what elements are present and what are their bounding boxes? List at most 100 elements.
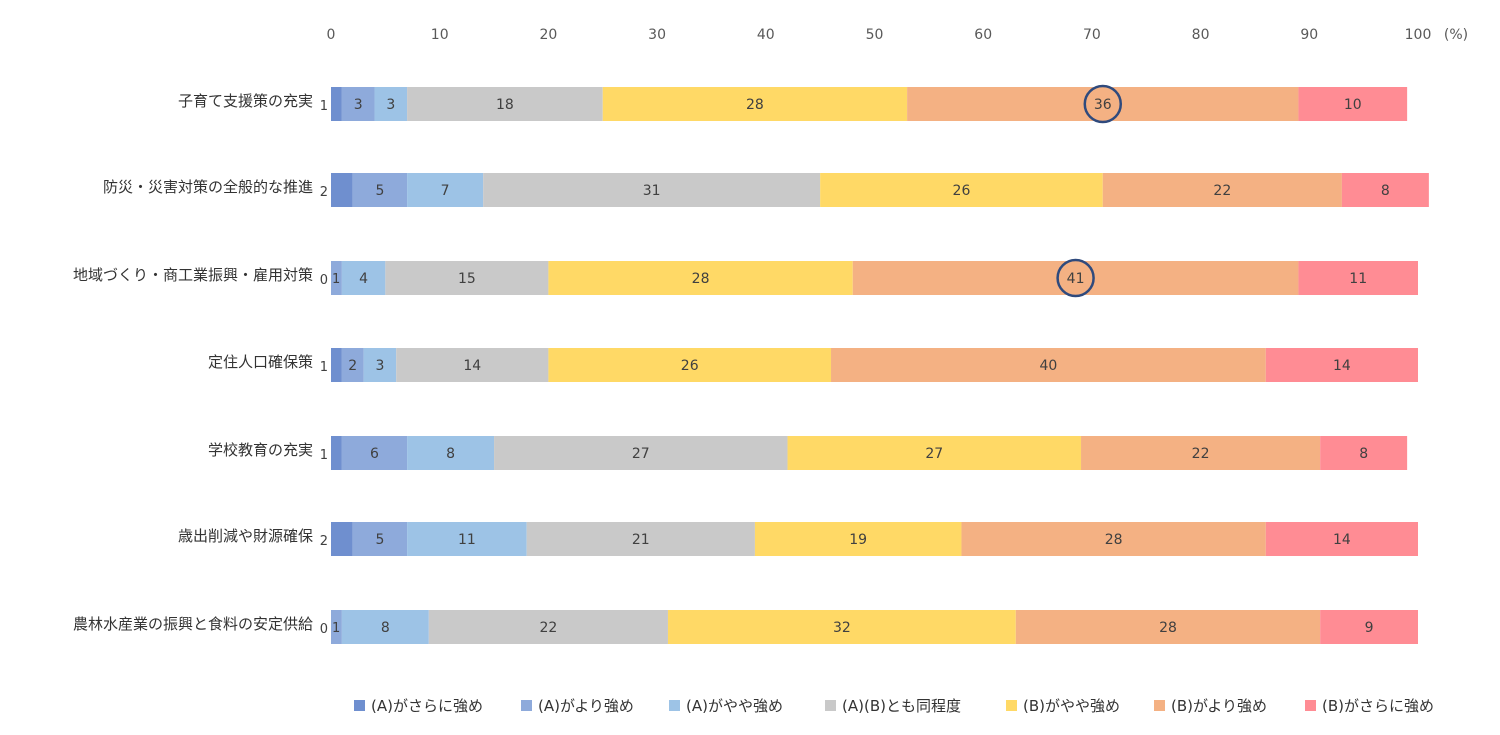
data-label: 10 <box>1344 97 1362 113</box>
bar-segment <box>331 173 353 207</box>
bar-segment <box>667 610 1016 644</box>
data-label: 11 <box>458 532 476 548</box>
x-tick-label: 90 <box>1300 27 1318 43</box>
data-label: 8 <box>446 446 455 462</box>
data-label: 14 <box>463 358 481 374</box>
bar-segment <box>1265 522 1418 556</box>
bar-segment <box>602 87 908 121</box>
bar-segment <box>1015 610 1321 644</box>
data-label: 5 <box>375 183 384 199</box>
x-tick-label: 30 <box>648 27 666 43</box>
bar-segment <box>961 522 1266 556</box>
x-tick-label: 50 <box>866 27 884 43</box>
highlight-circle <box>1056 258 1095 298</box>
data-label: 36 <box>1094 97 1112 113</box>
x-tick-label: 60 <box>974 27 992 43</box>
legend-swatch <box>825 700 836 711</box>
legend-item: (A)がやや強め <box>669 697 783 715</box>
x-tick-label: 80 <box>1192 27 1210 43</box>
bar-segment <box>341 436 408 470</box>
bar-segment <box>385 261 549 295</box>
bar-segment <box>352 173 408 207</box>
bar-segment <box>1341 173 1429 207</box>
legend-swatch <box>1006 700 1017 711</box>
bar-segment <box>407 522 527 556</box>
data-label: 14 <box>1333 532 1351 548</box>
bar-segment <box>1102 173 1342 207</box>
bar-segment <box>407 87 603 121</box>
bar-segment <box>852 261 1299 295</box>
bar-segment <box>363 348 397 382</box>
bar-segment <box>1320 436 1408 470</box>
data-label: 1 <box>332 272 340 287</box>
data-label: 3 <box>354 97 363 113</box>
bar-segment <box>907 87 1299 121</box>
bars: 1 3 3 18 28 36 102 5 7 31 26 22 80 1 4 15 28 41 111 2 3 14 26 4… <box>320 84 1429 644</box>
x-tick-label: 100 <box>1405 27 1432 43</box>
data-label: 22 <box>1213 183 1231 199</box>
bar-segment <box>1320 610 1418 644</box>
data-label: 1 <box>332 621 340 636</box>
data-label: 0 <box>320 622 328 637</box>
bar-segment <box>341 87 375 121</box>
bar-segment <box>331 610 342 644</box>
data-label: 26 <box>681 358 699 374</box>
category-label: 農林水産業の振興と食料の安定供給 <box>73 615 313 633</box>
data-label: 18 <box>496 97 514 113</box>
bar-segment <box>331 261 342 295</box>
highlight-circle <box>1083 84 1123 124</box>
data-label: 11 <box>1349 271 1367 287</box>
data-label: 1 <box>320 360 328 375</box>
data-label: 9 <box>1365 620 1374 636</box>
data-label: 27 <box>632 446 650 462</box>
category-label: 歳出削減や財源確保 <box>178 527 313 545</box>
x-tick-label: 40 <box>757 27 775 43</box>
data-label: 8 <box>1381 183 1390 199</box>
bar-segment <box>548 348 832 382</box>
data-label: 28 <box>746 97 764 113</box>
bar-segment <box>526 522 755 556</box>
data-label: 1 <box>320 448 328 463</box>
bar-segment <box>341 261 386 295</box>
category-label: 子育て支援策の充実 <box>178 92 313 110</box>
legend-swatch <box>669 700 680 711</box>
bar-segment <box>341 610 429 644</box>
data-label: 2 <box>320 185 328 200</box>
legend: (A)がさらに強め (A)がより強め (A)がやや強め (A)(B)とも同程度 (B)が… <box>354 697 1434 715</box>
category-label: 防災・災害対策の全般的な推進 <box>103 178 313 196</box>
category-labels: 子育て支援策の充実防災・災害対策の全般的な推進地域づくり・商工業振興・雇用対策定… <box>73 92 313 633</box>
data-label: 28 <box>1159 620 1177 636</box>
bar-segment <box>1298 87 1408 121</box>
data-label: 3 <box>386 97 395 113</box>
data-label: 3 <box>375 358 384 374</box>
bar-segment <box>331 522 353 556</box>
category-label: 地域づくり・商工業振興・雇用対策 <box>73 266 313 284</box>
data-label: 1 <box>320 99 328 114</box>
bar-segment <box>787 436 1082 470</box>
bar-segment <box>341 348 364 382</box>
data-label: 28 <box>1105 532 1123 548</box>
legend-item: (A)(B)とも同程度 <box>825 697 961 715</box>
data-label: 14 <box>1333 358 1351 374</box>
legend-item: (B)がやや強め <box>1006 697 1120 715</box>
data-label: 2 <box>320 534 328 549</box>
bar-segment <box>396 348 549 382</box>
bar-segment <box>352 522 408 556</box>
bar-segment <box>374 87 408 121</box>
bar-segment <box>331 436 342 470</box>
bar-segment <box>483 173 821 207</box>
legend-label: (A)がより強め <box>538 697 634 715</box>
data-label: 2 <box>348 358 357 374</box>
bar-segment <box>331 87 342 121</box>
legend-swatch <box>1154 700 1165 711</box>
data-label: 8 <box>1359 446 1368 462</box>
data-label: 41 <box>1067 271 1085 287</box>
category-label: 定住人口確保策 <box>208 353 313 371</box>
bar-segment <box>548 261 853 295</box>
bar-segment <box>331 348 342 382</box>
legend-item: (A)がさらに強め <box>354 697 483 715</box>
legend-label: (B)がさらに強め <box>1322 697 1434 715</box>
legend-label: (A)がさらに強め <box>371 697 483 715</box>
data-label: 5 <box>375 532 384 548</box>
